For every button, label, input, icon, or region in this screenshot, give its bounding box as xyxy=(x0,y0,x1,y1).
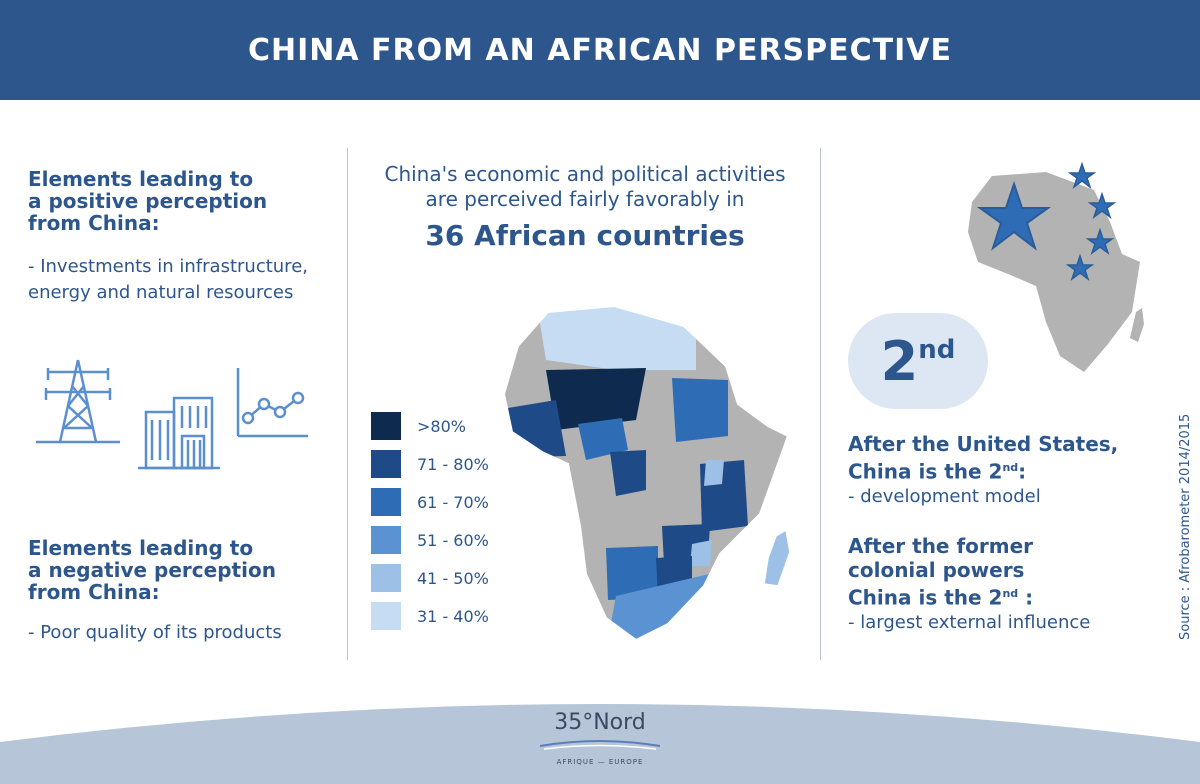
us-comparison-line-2: China is the 2nd: xyxy=(848,456,1118,484)
small-star-icon-2 xyxy=(1087,191,1117,220)
region-gulf-medium xyxy=(578,418,628,460)
center-heading: China's economic and political activitie… xyxy=(352,162,818,254)
us-comparison-title: After the United States, China is the 2n… xyxy=(848,432,1118,484)
line-chart-icon xyxy=(236,368,308,438)
legend-item: 71 - 80% xyxy=(371,450,489,478)
negative-perception-title: Elements leading to a negative perceptio… xyxy=(28,536,276,604)
rank-number: 2 xyxy=(880,329,919,393)
colonial-comparison-line-2: colonial powers xyxy=(848,558,1025,582)
region-central-dark xyxy=(610,450,646,496)
small-star-icon-3 xyxy=(1085,227,1115,256)
rank-suffix: nd xyxy=(918,335,956,365)
region-south-central-light xyxy=(690,540,712,566)
legend-label: 31 - 40% xyxy=(417,606,489,626)
colonial-comparison-line-3: China is the 2nd : xyxy=(848,582,1033,610)
small-star-icon-4 xyxy=(1065,253,1095,282)
logo-swoosh-icon xyxy=(539,740,661,750)
us-comparison-end: : xyxy=(1018,459,1027,484)
us-comparison-line-1: After the United States, xyxy=(848,432,1119,456)
legend-item: 61 - 70% xyxy=(371,488,489,516)
heading-line-1: China's economic and political activitie… xyxy=(384,162,786,186)
legend-swatch xyxy=(371,564,401,592)
negative-perception-item: - Poor quality of its products xyxy=(28,622,282,643)
us-comparison-text: China is the 2 xyxy=(848,459,1003,484)
heading-line-2: are perceived fairly favorably in xyxy=(425,187,745,211)
logo-subtitle: AFRIQUE — EUROPE xyxy=(556,758,644,766)
footer-arc xyxy=(0,704,1200,784)
colonial-comparison-text: China is the 2 xyxy=(848,585,1003,610)
africa-stars-map xyxy=(968,162,1144,372)
header-banner: CHINA FROM AN AFRICAN PERSPECTIVE xyxy=(0,0,1200,100)
us-comparison-sup: nd xyxy=(1002,461,1019,474)
heading-highlight: 36 African countries xyxy=(425,219,745,252)
legend-swatch xyxy=(371,602,401,630)
legend-label: 41 - 50% xyxy=(417,568,489,588)
colonial-comparison-line-1: After the former xyxy=(848,534,1034,558)
positive-perception-item: - Investments in infrastructure, energy … xyxy=(28,256,308,303)
legend-label: >80% xyxy=(417,416,466,436)
legend-swatch xyxy=(371,526,401,554)
legend-label: 71 - 80% xyxy=(417,454,489,474)
legend-item: 51 - 60% xyxy=(371,526,489,554)
positive-perception-title: Elements leading to a positive perceptio… xyxy=(28,167,268,235)
office-buildings-icon xyxy=(138,396,220,470)
rank-badge: 2 nd xyxy=(848,313,988,409)
logo-text: 35°Nord xyxy=(554,710,646,735)
region-east-light xyxy=(704,460,724,486)
legend-item: 31 - 40% xyxy=(371,602,489,630)
legend-swatch xyxy=(371,450,401,478)
big-star-icon xyxy=(976,180,1052,251)
small-star-icon-1 xyxy=(1067,162,1097,190)
legend-swatch xyxy=(371,488,401,516)
left-divider xyxy=(347,148,348,660)
madagascar-silhouette xyxy=(1130,308,1144,342)
legend-label: 61 - 70% xyxy=(417,492,489,512)
development-model-item: - development model xyxy=(848,486,1041,507)
right-divider xyxy=(820,148,821,660)
legend-label: 51 - 60% xyxy=(417,530,489,550)
legend-item: >80% xyxy=(371,412,466,440)
africa-choropleth-map xyxy=(502,304,791,642)
africa-silhouette xyxy=(968,172,1140,372)
region-sahel-darkest xyxy=(546,368,646,430)
page-title: CHINA FROM AN AFRICAN PERSPECTIVE xyxy=(247,32,952,68)
source-note: Source : Afrobarometer 2014/2015 xyxy=(1178,413,1193,640)
region-southwest-medium xyxy=(606,546,658,600)
continent-outline xyxy=(502,304,790,642)
colonial-comparison-title: After the former colonial powers China i… xyxy=(848,534,1033,610)
legend-swatch xyxy=(371,412,401,440)
region-east-upper-medium xyxy=(672,378,728,442)
legend-item: 41 - 50% xyxy=(371,564,489,592)
colonial-comparison-sup: nd xyxy=(1002,587,1019,600)
external-influence-item: - largest external influence xyxy=(848,612,1091,633)
power-pylon-icon xyxy=(36,359,120,444)
colonial-comparison-end: : xyxy=(1018,585,1034,610)
madagascar xyxy=(763,528,791,587)
